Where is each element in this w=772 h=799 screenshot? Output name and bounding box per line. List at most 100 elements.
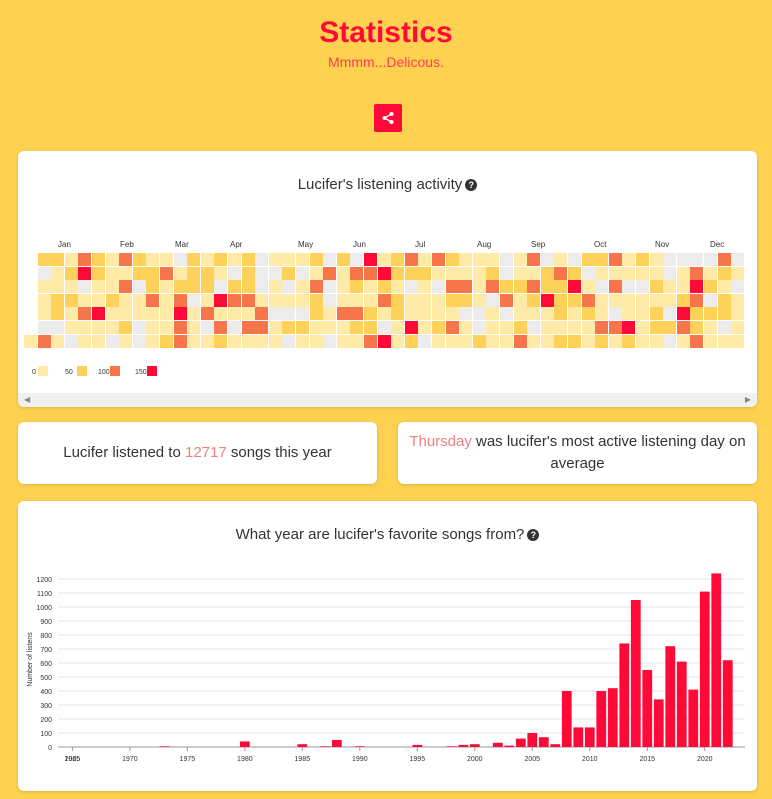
heatmap-cell[interactable] <box>486 334 500 348</box>
heatmap-cell[interactable] <box>187 293 201 307</box>
heatmap-cell[interactable] <box>92 253 105 266</box>
heatmap-cell[interactable] <box>214 307 228 321</box>
heatmap-cell[interactable] <box>432 280 445 294</box>
heatmap-cell[interactable] <box>241 293 255 307</box>
heatmap-cell[interactable] <box>690 266 704 280</box>
heatmap-cell[interactable] <box>513 280 527 294</box>
heatmap-cell[interactable] <box>622 307 636 321</box>
heatmap-cell[interactable] <box>500 253 513 266</box>
heatmap-cell[interactable] <box>472 280 486 294</box>
heatmap-cell[interactable] <box>418 280 432 294</box>
heatmap-cell[interactable] <box>228 307 241 321</box>
heatmap-cell[interactable] <box>418 293 432 307</box>
heatmap-cell[interactable] <box>554 321 568 334</box>
heatmap-cell[interactable] <box>64 266 78 280</box>
heatmap-cell[interactable] <box>404 293 418 307</box>
heatmap-cell[interactable] <box>309 266 323 280</box>
heatmap-cell[interactable] <box>350 253 364 266</box>
heatmap-cell[interactable] <box>432 266 445 280</box>
heatmap-cell[interactable] <box>731 334 745 348</box>
heatmap-cell[interactable] <box>554 280 568 294</box>
heatmap-cell[interactable] <box>255 280 269 294</box>
heatmap-cell[interactable] <box>323 266 337 280</box>
heatmap-cell[interactable] <box>486 253 500 266</box>
heatmap-cell[interactable] <box>282 253 296 266</box>
heatmap-cell[interactable] <box>690 321 704 334</box>
heatmap-cell[interactable] <box>296 266 309 280</box>
heatmap-cell[interactable] <box>255 321 269 334</box>
heatmap-cell[interactable] <box>527 266 541 280</box>
heatmap-cell[interactable] <box>255 293 269 307</box>
heatmap-cell[interactable] <box>500 266 513 280</box>
heatmap-cell[interactable] <box>676 266 690 280</box>
heatmap-cell[interactable] <box>486 266 500 280</box>
heatmap-cell[interactable] <box>472 334 486 348</box>
heatmap-cell[interactable] <box>64 334 78 348</box>
heatmap-cell[interactable] <box>146 334 160 348</box>
heatmap-cell[interactable] <box>663 253 677 266</box>
heatmap-cell[interactable] <box>350 266 364 280</box>
heatmap-cell[interactable] <box>200 334 214 348</box>
share-button[interactable] <box>374 104 402 132</box>
heatmap-cell[interactable] <box>187 307 201 321</box>
heatmap-cell[interactable] <box>500 334 513 348</box>
help-icon[interactable]: ? <box>465 179 478 191</box>
heatmap-cell[interactable] <box>377 334 391 348</box>
heatmap-cell[interactable] <box>608 293 622 307</box>
heatmap-cell[interactable] <box>51 307 65 321</box>
heatmap-cell[interactable] <box>554 293 568 307</box>
heatmap-cell[interactable] <box>228 253 241 266</box>
heatmap-cell[interactable] <box>105 266 119 280</box>
heatmap-cell[interactable] <box>323 253 337 266</box>
heatmap-cell[interactable] <box>731 280 745 294</box>
heatmap-cell[interactable] <box>486 321 500 334</box>
heatmap-cell[interactable] <box>704 280 717 294</box>
heatmap-cell[interactable] <box>255 253 269 266</box>
heatmap-cell[interactable] <box>663 293 677 307</box>
heatmap-cell[interactable] <box>459 334 473 348</box>
heatmap-cell[interactable] <box>323 307 337 321</box>
heatmap-cell[interactable] <box>513 266 527 280</box>
heatmap-cell[interactable] <box>282 266 296 280</box>
heatmap-cell[interactable] <box>676 293 690 307</box>
heatmap-cell[interactable] <box>568 266 581 280</box>
heatmap-cell[interactable] <box>296 307 309 321</box>
heatmap-cell[interactable] <box>323 280 337 294</box>
heatmap-cell[interactable] <box>214 253 228 266</box>
heatmap-cell[interactable] <box>309 280 323 294</box>
heatmap-cell[interactable] <box>404 307 418 321</box>
heatmap-cell[interactable] <box>418 266 432 280</box>
heatmap-cell[interactable] <box>350 307 364 321</box>
heatmap-cell[interactable] <box>119 293 133 307</box>
heatmap-cell[interactable] <box>296 321 309 334</box>
heatmap-cell[interactable] <box>200 321 214 334</box>
heatmap-cell[interactable] <box>51 266 65 280</box>
heatmap-cell[interactable] <box>568 280 581 294</box>
heatmap-cell[interactable] <box>527 293 541 307</box>
heatmap-cell[interactable] <box>64 293 78 307</box>
heatmap-cell[interactable] <box>622 253 636 266</box>
heatmap-cell[interactable] <box>282 307 296 321</box>
heatmap-cell[interactable] <box>608 334 622 348</box>
heatmap-cell[interactable] <box>336 293 350 307</box>
heatmap-cell[interactable] <box>377 266 391 280</box>
heatmap-cell[interactable] <box>663 280 677 294</box>
heatmap-cell[interactable] <box>391 266 405 280</box>
heatmap-cell[interactable] <box>132 293 146 307</box>
heatmap-cell[interactable] <box>241 334 255 348</box>
heatmap-cell[interactable] <box>296 280 309 294</box>
heatmap-cell[interactable] <box>540 280 554 294</box>
heatmap-cell[interactable] <box>445 253 459 266</box>
heatmap-cell[interactable] <box>432 293 445 307</box>
heatmap-cell[interactable] <box>445 293 459 307</box>
heatmap-cell[interactable] <box>309 334 323 348</box>
heatmap-cell[interactable] <box>228 321 241 334</box>
heatmap-cell[interactable] <box>173 334 187 348</box>
scroll-left-icon[interactable]: ◀ <box>24 395 31 404</box>
heatmap-cell[interactable] <box>649 307 663 321</box>
heatmap-cell[interactable] <box>581 321 595 334</box>
heatmap-cell[interactable] <box>391 253 405 266</box>
heatmap-cell[interactable] <box>132 334 146 348</box>
heatmap-cell[interactable] <box>500 321 513 334</box>
heatmap-cell[interactable] <box>459 266 473 280</box>
